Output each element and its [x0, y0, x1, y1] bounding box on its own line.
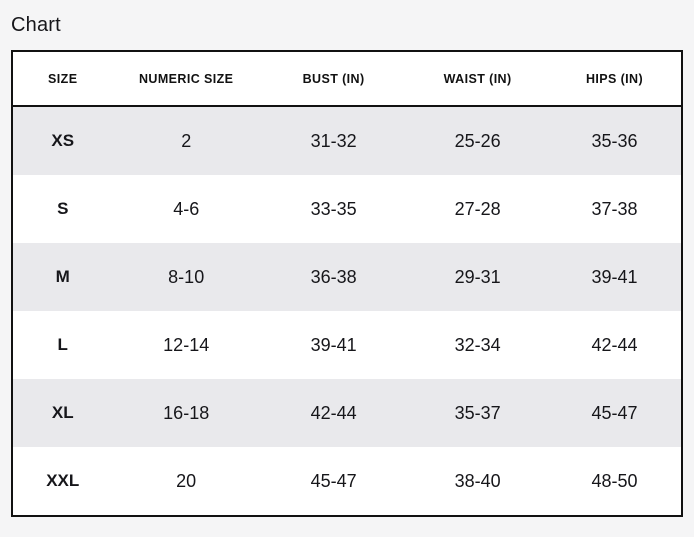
table-cell: 35-36 [591, 130, 638, 151]
table-cell: 32-34 [454, 334, 501, 355]
table-cell: 38-40 [454, 470, 501, 491]
size-label-cell: XL [51, 403, 74, 422]
size-chart-table: SIZE NUMERIC SIZE BUST (IN) WAIST (IN) HIPS … [11, 50, 683, 517]
table-cell: 16-18 [163, 402, 210, 423]
table-row: XL 16-18 42-44 35-37 45-47 [12, 379, 682, 447]
column-header: HIPS (IN) [547, 51, 682, 107]
table-cell: 25-26 [454, 130, 501, 151]
table-cell: 37-38 [591, 198, 638, 219]
size-label-cell: M [55, 267, 70, 286]
header-row: SIZE NUMERIC SIZE BUST (IN) WAIST (IN) HIPS … [12, 51, 682, 107]
size-label-cell: XS [51, 131, 75, 150]
table-cell: 27-28 [454, 198, 501, 219]
table-cell: 48-50 [591, 470, 638, 491]
table-row: S 4-6 33-35 27-28 37-38 [12, 175, 682, 243]
table-cell: 29-31 [454, 266, 501, 287]
table-cell: 35-37 [454, 402, 501, 423]
table-row: M 8-10 36-38 29-31 39-41 [12, 243, 682, 311]
size-label-cell: L [57, 335, 68, 354]
table-row: L 12-14 39-41 32-34 42-44 [12, 311, 682, 379]
column-header: BUST (IN) [259, 51, 408, 107]
table-cell: 4-6 [173, 198, 200, 219]
table-row: XS 2 31-32 25-26 35-36 [12, 106, 682, 175]
size-chart-body: XS 2 31-32 25-26 35-36 S 4-6 33-35 27-28 37-38 M 8-… [12, 106, 682, 516]
table-cell: 2 [181, 130, 192, 151]
column-header: WAIST (IN) [407, 51, 548, 107]
table-cell: 33-35 [310, 198, 357, 219]
column-header: SIZE [12, 51, 113, 107]
table-cell: 42-44 [591, 334, 638, 355]
table-cell: 12-14 [163, 334, 210, 355]
page-title: Chart [11, 14, 61, 36]
table-cell: 20 [176, 470, 197, 491]
table-cell: 31-32 [310, 130, 357, 151]
size-label-cell: S [57, 199, 69, 218]
table-cell: 45-47 [310, 470, 357, 491]
table-row: XXL 20 45-47 38-40 48-50 [12, 447, 682, 516]
size-label-cell: XXL [46, 471, 80, 490]
column-header: NUMERIC SIZE [112, 51, 260, 107]
table-cell: 8-10 [168, 266, 205, 287]
table-cell: 36-38 [310, 266, 357, 287]
table-cell: 39-41 [310, 334, 357, 355]
table-cell: 39-41 [591, 266, 638, 287]
table-cell: 42-44 [310, 402, 357, 423]
table-cell: 45-47 [591, 402, 638, 423]
